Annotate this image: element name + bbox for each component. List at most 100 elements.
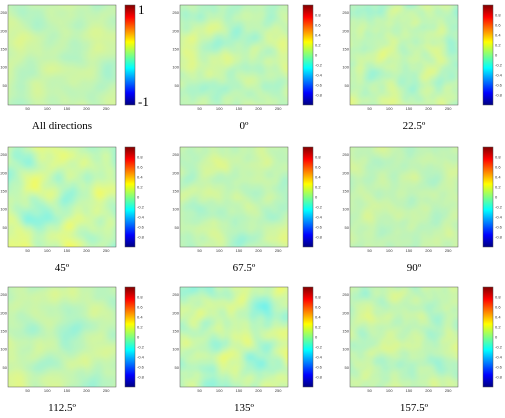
x-tick-label: 250 — [103, 388, 110, 393]
y-tick-label: 50 — [3, 225, 8, 230]
panel: 50 100 150 200 250 50 100 150 200 250 0.8 0.6 0.4 0.2… — [342, 146, 503, 274]
x-tick-label: 100 — [386, 106, 393, 111]
colorbar — [302, 146, 314, 248]
colorbar-tick-label: -0.6 — [137, 365, 145, 370]
y-tick-label: 200 — [342, 170, 349, 175]
plot-frame — [349, 286, 459, 388]
colorbar-tick-label: 0 — [315, 53, 318, 58]
x-tick-label: 50 — [197, 248, 202, 253]
x-tick-label: 250 — [103, 248, 110, 253]
y-tick-label: 250 — [342, 152, 349, 157]
x-tick-label: 50 — [367, 106, 372, 111]
panel-caption: 0º — [240, 120, 250, 132]
y-tick-label: 100 — [0, 65, 7, 70]
x-tick-label: 150 — [64, 388, 71, 393]
panel-caption: All directions — [32, 120, 92, 132]
y-tick-label: 250 — [342, 292, 349, 297]
colorbar — [482, 146, 494, 248]
x-tick-label: 200 — [425, 388, 432, 393]
colorbar-tick-label: -0.8 — [315, 93, 323, 98]
colorbar — [302, 286, 314, 388]
x-tick-label: 150 — [236, 248, 243, 253]
y-tick-label: 50 — [345, 225, 350, 230]
colorbar-tick-label: 0.2 — [495, 43, 501, 48]
x-tick-label: 200 — [83, 388, 90, 393]
colorbar-tick-label: -0.2 — [137, 205, 145, 210]
colorbar-tick-label: -0.4 — [315, 73, 323, 78]
x-tick-label: 100 — [386, 388, 393, 393]
colorbar-tick-label: 0.2 — [137, 185, 143, 190]
x-tick-label: 50 — [197, 106, 202, 111]
y-tick-label: 150 — [0, 328, 7, 333]
y-tick-label: 100 — [172, 65, 179, 70]
x-tick-label: 100 — [216, 106, 223, 111]
x-tick-label: 200 — [425, 106, 432, 111]
colorbar-tick-label: -0.4 — [495, 355, 503, 360]
plot-frame — [179, 4, 289, 106]
heatmap — [8, 287, 116, 387]
y-tick-label: 150 — [172, 328, 179, 333]
colorbar-tick-label: 0.8 — [315, 155, 321, 160]
plot-frame — [7, 286, 117, 388]
colorbar-tick-label: -0.8 — [137, 235, 145, 240]
y-tick-label: 100 — [342, 207, 349, 212]
colorbar-tick-label: 0.4 — [495, 175, 501, 180]
colorbar-tick-label: 0.4 — [137, 175, 143, 180]
x-tick-label: 250 — [275, 388, 282, 393]
y-tick-label: 50 — [175, 365, 180, 370]
x-tick-label: 150 — [236, 106, 243, 111]
colorbar-tick-label: 0.6 — [137, 305, 143, 310]
x-tick-label: 150 — [406, 388, 413, 393]
heatmap — [350, 287, 458, 387]
panel: 50 100 150 200 250 50 100 150 200 250 0.8 0.6 0.4 0.2… — [342, 4, 503, 132]
colorbar-tick-label: 0.2 — [495, 185, 501, 190]
colorbar — [302, 4, 314, 106]
colorbar-tick-label: 0.8 — [315, 13, 321, 18]
colorbar-tick-label: -0.2 — [495, 63, 503, 68]
colorbar-tick-label: -0.4 — [315, 215, 323, 220]
panel: 50 100 150 200 250 50 100 150 200 250 0.8 0.6 0.4 0.2… — [172, 286, 323, 414]
y-tick-label: 250 — [172, 152, 179, 157]
colorbar-tick-label: 0.6 — [315, 165, 321, 170]
heatmap — [350, 147, 458, 247]
x-tick-label: 100 — [44, 388, 51, 393]
y-tick-label: 250 — [342, 10, 349, 15]
colorbar-tick-label: 0.4 — [137, 315, 143, 320]
y-tick-label: 50 — [175, 225, 180, 230]
colorbar-tick-label: -0.2 — [137, 345, 145, 350]
x-tick-label: 150 — [406, 106, 413, 111]
colorbar — [124, 146, 136, 248]
panel: 50 100 150 200 250 50 100 150 200 250 0.8 0.6 0.4 0.2… — [0, 286, 145, 414]
panel: 50 100 150 200 250 50 100 150 200 250 0.8 0.6 0.4 0.2… — [342, 286, 503, 414]
y-tick-label: 50 — [345, 365, 350, 370]
colorbar-tick-label: -0.8 — [315, 375, 323, 380]
x-tick-label: 250 — [275, 248, 282, 253]
x-tick-label: 50 — [197, 388, 202, 393]
heatmap — [8, 5, 116, 105]
x-tick-label: 200 — [255, 388, 262, 393]
x-tick-label: 100 — [216, 388, 223, 393]
plot-frame — [179, 286, 289, 388]
x-tick-label: 250 — [445, 106, 452, 111]
colorbar — [482, 286, 494, 388]
colorbar-tick-label: 0.4 — [315, 315, 321, 320]
plot-frame — [179, 146, 289, 248]
x-tick-label: 150 — [236, 388, 243, 393]
panel: 50 100 150 200 250 50 100 150 200 250 0.8 0.6 0.4 0.2… — [0, 146, 145, 274]
panel-caption: 135º — [234, 402, 255, 414]
colorbar-tick-label: -0.4 — [137, 355, 145, 360]
x-tick-label: 50 — [25, 248, 30, 253]
panel-caption: 45º — [55, 262, 70, 274]
colorbar-tick-label: 0 — [495, 195, 498, 200]
colorbar-tick-label: 0.2 — [315, 185, 321, 190]
colorbar-tick-label: 0 — [495, 53, 498, 58]
x-tick-label: 100 — [44, 248, 51, 253]
x-tick-label: 50 — [367, 248, 372, 253]
y-tick-label: 100 — [0, 347, 7, 352]
x-tick-label: 150 — [64, 248, 71, 253]
colorbar-tick-label: 0.6 — [495, 23, 501, 28]
y-tick-label: 150 — [342, 46, 349, 51]
y-tick-label: 200 — [0, 170, 7, 175]
x-tick-label: 150 — [406, 248, 413, 253]
colorbar-tick-label: 0 — [495, 335, 498, 340]
